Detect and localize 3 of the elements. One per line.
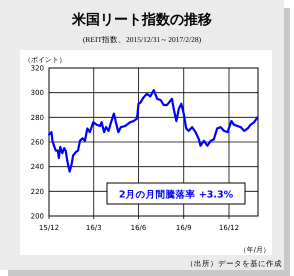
line-series [48, 89, 259, 173]
chart-title: 米国リート指数の推移 [71, 12, 212, 28]
annotation: 2月の月間騰落率 +3.3% [118, 188, 234, 200]
